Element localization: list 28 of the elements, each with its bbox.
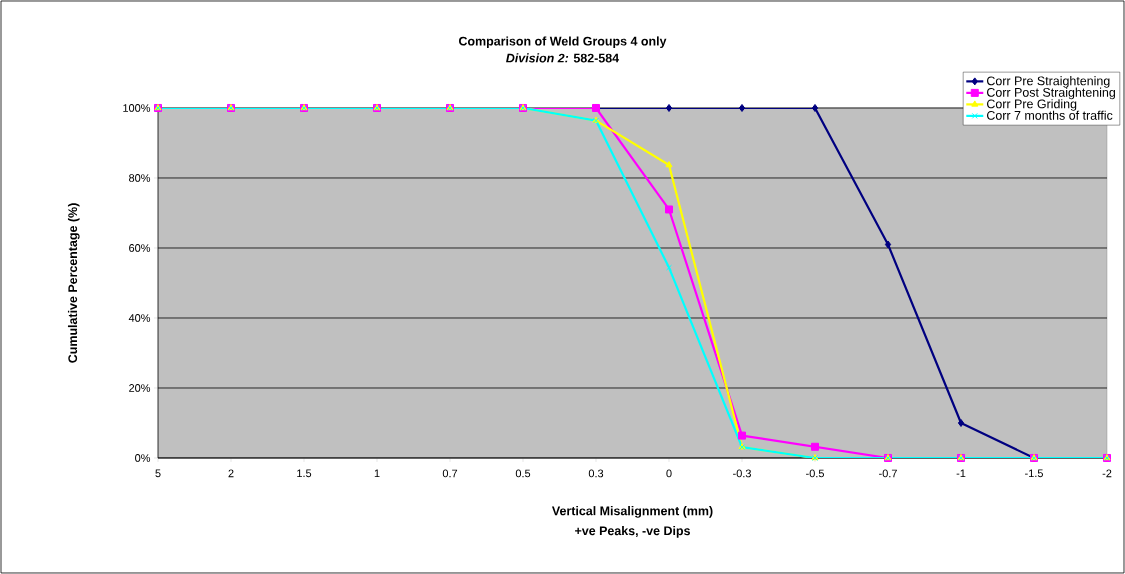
x-tick-label: -2: [1102, 469, 1112, 478]
x-tick-label: -0.5: [806, 469, 824, 478]
chart-title: Comparison of Weld Groups 4 only: [458, 36, 667, 48]
y-tick-label: 100%: [123, 104, 151, 112]
x-tick-label: 1.5: [297, 469, 312, 478]
chart-subtitle: Division 2: 582-584: [506, 53, 620, 63]
y-tick-label: 20%: [129, 384, 151, 392]
x-tick-label: 0.5: [515, 469, 531, 478]
x-tick-label: 1: [374, 469, 380, 478]
x-tick-label: -0.7: [879, 469, 897, 478]
x-axis-title: Vertical Misalignment (mm) +ve Peaks, -ve Dips: [551, 506, 713, 538]
x-tick-label: 5: [155, 469, 161, 478]
legend-label: Corr Post Straightening: [987, 87, 1115, 100]
x-tick-label: 0.7: [442, 469, 458, 478]
y-tick-label: 80%: [129, 174, 151, 182]
y-axis-title: Cumulative Percentage (%): [67, 203, 80, 363]
x-tick-label: 2: [228, 469, 234, 478]
legend-label: Corr 7 months of traffic: [987, 110, 1113, 120]
x-tick-label: -1.5: [1025, 469, 1043, 478]
x-tick-label: -1: [956, 469, 966, 478]
legend-label: Corr Pre Straightening: [987, 76, 1110, 88]
y-tick-label: 40%: [128, 314, 151, 322]
x-tick-label: -0.3: [733, 469, 751, 478]
y-tick-label: 60%: [129, 244, 151, 252]
y-tick-label: 0%: [135, 454, 151, 462]
x-tick-label: 0.3: [588, 469, 604, 478]
legend-label: Corr Pre Griding: [987, 99, 1077, 111]
x-tick-label: 0: [666, 469, 672, 478]
